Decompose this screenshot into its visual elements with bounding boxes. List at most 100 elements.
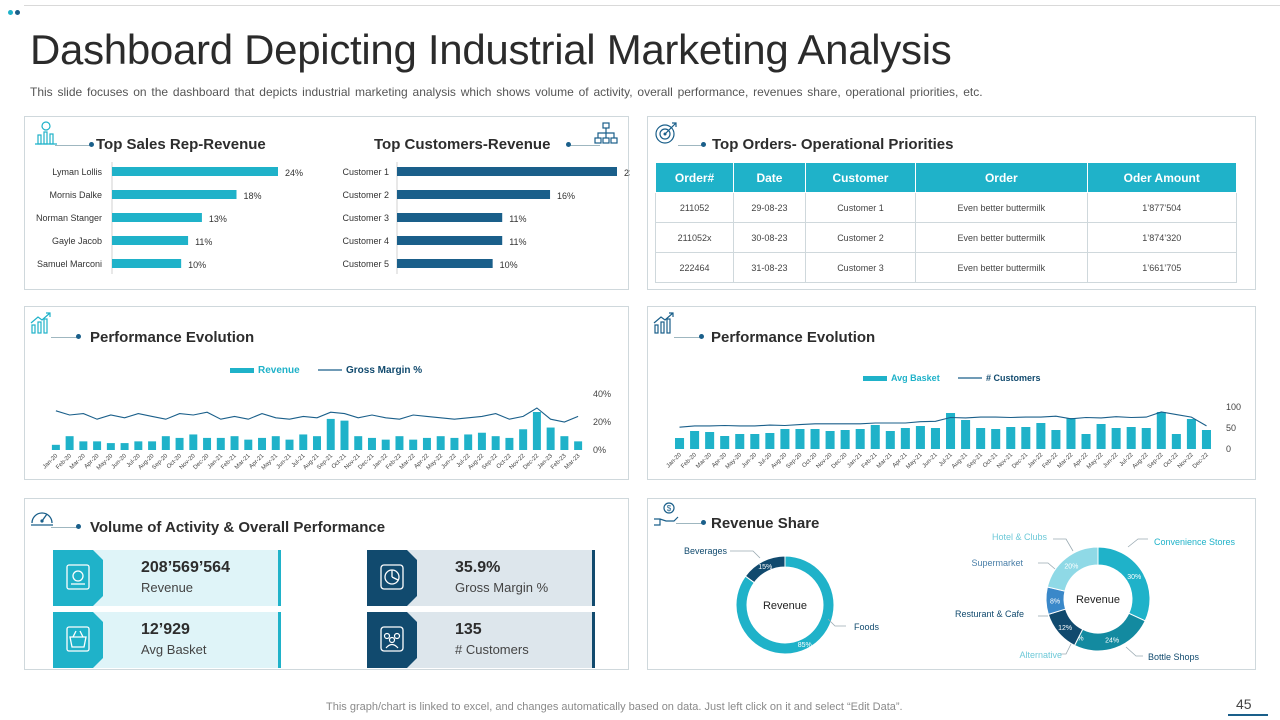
x-tick-label: Jun-22	[441, 453, 459, 471]
category-label: Customer 3	[342, 213, 389, 223]
bar	[112, 213, 202, 222]
y2-tick-label: 40%	[593, 389, 611, 399]
leader-line	[827, 618, 846, 627]
kpi-value: 35.9%	[455, 559, 501, 576]
connector-line	[51, 527, 79, 528]
bullet-dot	[566, 142, 571, 147]
bar	[106, 443, 115, 450]
x-tick-label: Dec-21	[1011, 452, 1029, 470]
category-label: Customer 4	[342, 236, 389, 246]
category-label: Customer 1	[342, 167, 389, 177]
cell: Even better buttermilk	[915, 252, 1088, 283]
bar	[112, 190, 237, 199]
cell: Customer 1	[804, 192, 917, 223]
legend-label: Gross Margin %	[346, 365, 422, 376]
bar	[1126, 427, 1136, 449]
bar	[720, 436, 730, 449]
kpi-label: # Customers	[455, 642, 529, 657]
page-subtitle: This slide focuses on the dashboard that…	[30, 85, 983, 99]
decor-dots	[8, 2, 22, 20]
x-tick-label: Mar-20	[695, 452, 713, 470]
table-row[interactable]: 211052x 30-08-23 Customer 2 Even better …	[654, 222, 1237, 253]
bar	[961, 420, 971, 449]
header-customer[interactable]: Customer	[804, 162, 917, 193]
kpi-label: Gross Margin %	[455, 580, 549, 595]
sales-panel: Top Sales Rep-Revenue Top Customers-Reve…	[24, 116, 630, 290]
kpi-avg-basket: 12’929 Avg Basket	[53, 612, 281, 668]
x-tick-label: Jun-20	[741, 452, 759, 470]
bar	[491, 436, 500, 450]
table-row[interactable]: 211052 29-08-23 Customer 1 Even better b…	[654, 192, 1237, 223]
bar	[367, 437, 376, 450]
slice-value-label: 15%	[758, 564, 772, 571]
y2-tick-label: 50	[1226, 423, 1236, 433]
donut-center-label: Revenue	[763, 600, 807, 612]
x-tick-label: Mar-22	[1057, 452, 1075, 470]
category-label: Samuel Marconi	[37, 259, 102, 269]
bar	[422, 437, 431, 450]
performance-panel-left: Performance Evolution Revenue Gross Margi…	[24, 306, 629, 480]
orders-table: Order# Date Customer Order Oder Amount 2…	[654, 162, 1237, 283]
revenue-share-panel: $ Revenue Share 15% 85% Revenue Beverages Fo…	[647, 498, 1256, 670]
org-chart-icon	[594, 122, 618, 144]
table-row[interactable]: 222464 31-08-23 Customer 3 Even better b…	[654, 252, 1237, 283]
bar	[313, 436, 321, 450]
legend-swatch	[863, 376, 887, 381]
performance-chart-right: Avg Basket # Customers100500Jan-20Feb-20M…	[666, 373, 1241, 471]
volume-panel: Volume of Activity & Overall Performance…	[24, 498, 629, 670]
header-order[interactable]: Order	[915, 162, 1088, 193]
bar	[65, 436, 74, 450]
x-tick-label: May-21	[261, 453, 280, 472]
header-amount[interactable]: Oder Amount	[1086, 162, 1237, 193]
bar	[230, 436, 239, 450]
top-divider	[24, 5, 1280, 6]
cell: Even better buttermilk	[915, 222, 1088, 253]
x-tick-label: Sep-22	[481, 453, 499, 471]
bar	[1066, 418, 1076, 449]
bullet-dot	[89, 142, 94, 147]
data-label: 18%	[244, 191, 262, 201]
slice-value-label: 85%	[798, 642, 812, 649]
bar	[1051, 430, 1061, 449]
bar	[735, 434, 745, 449]
gauge-icon	[31, 512, 53, 526]
header-date[interactable]: Date	[733, 162, 806, 193]
x-tick-label: May-22	[426, 453, 445, 472]
bar	[690, 431, 700, 449]
bar	[271, 436, 280, 450]
category-label: Customer 5	[342, 259, 389, 269]
bar	[450, 437, 459, 450]
bar	[765, 433, 775, 449]
bar	[1111, 428, 1121, 449]
bar	[900, 428, 910, 449]
kpi-value: 208’569’564	[141, 559, 230, 576]
leader-line	[1060, 643, 1072, 655]
perf2-title: Performance Evolution	[711, 329, 876, 346]
x-tick-label: May-22	[1086, 452, 1105, 471]
kpi-label: Avg Basket	[141, 642, 207, 657]
bullet-dot	[699, 334, 704, 339]
x-tick-label: Jun-22	[1102, 452, 1120, 470]
kpi-accent	[278, 612, 281, 668]
bar	[175, 437, 184, 450]
x-tick-label: Sep-22	[1147, 452, 1165, 470]
bar	[1096, 424, 1106, 449]
bar	[397, 213, 503, 222]
header-order-number[interactable]: Order#	[654, 162, 735, 193]
pie-slice	[1097, 546, 1151, 622]
bullet-dot	[76, 524, 81, 529]
bar	[134, 441, 143, 450]
growth-chart-icon	[30, 312, 51, 334]
category-label: Resturant & Cafe	[955, 609, 1024, 619]
pie-slice	[1073, 612, 1146, 652]
revenue-share-charts: 15% 85% Revenue Beverages Foods 30% 24% 0%12% 8%…	[684, 532, 1236, 662]
leader-line	[1038, 562, 1056, 570]
data-label: 24%	[285, 168, 303, 178]
volume-title: Volume of Activity & Overall Performance	[90, 519, 386, 536]
bar	[397, 236, 503, 245]
leader-line	[1125, 646, 1143, 657]
bar	[436, 436, 445, 450]
kpi-customers: 135 # Customers	[367, 612, 595, 668]
bar	[381, 439, 390, 450]
y2-tick-label: 0	[1226, 444, 1231, 454]
